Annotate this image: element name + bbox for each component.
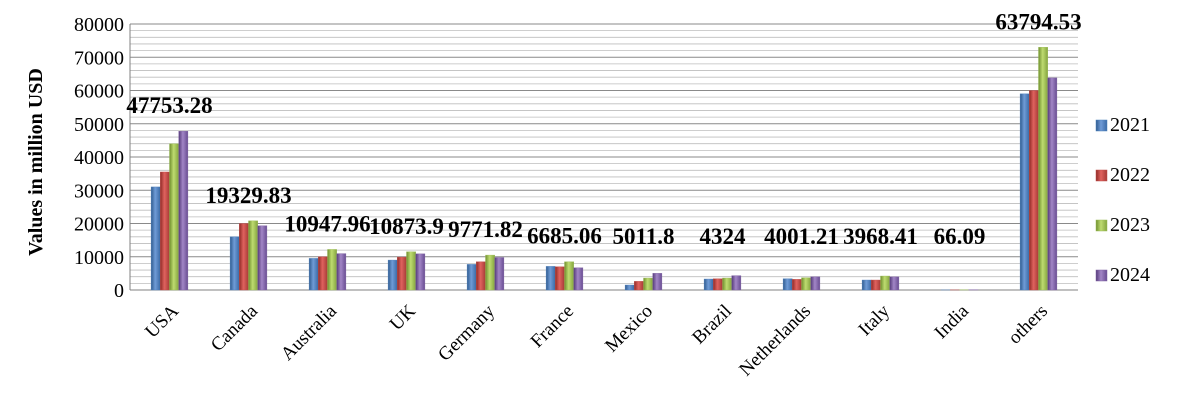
category-label-germany: Germany [434,300,499,365]
category-label-uk: UK [386,300,420,334]
y-axis-label: Values in million USD [25,68,47,256]
y-tick-label: 60000 [74,81,124,103]
bar-2023-netherlands [801,277,811,291]
bar-2024-australia [336,253,347,291]
bar-2021-usa [150,186,161,291]
y-tick-label: 30000 [74,180,124,202]
bar-2024-brazil [731,275,742,291]
data-label-mexico: 5011.8 [613,224,675,249]
bar-2024-netherlands [810,276,821,291]
category-label-india: India [931,300,974,343]
bar-2024-usa [178,131,189,291]
category-label-france: France [527,301,578,352]
bar-2023-uk [406,251,416,291]
bar-series [150,47,1058,291]
bar-2023-canada [248,220,258,291]
category-labels: USA Canada Australia UK Germany France Mexico B… [141,300,1052,380]
grid-lines [130,23,1078,291]
bar-2022-usa [160,171,170,291]
bar-2021-italy [861,279,872,291]
data-label-france: 6685.06 [527,224,602,249]
y-tick-label: 80000 [74,14,124,36]
legend-swatch-2023 [1095,219,1108,232]
legend-swatch-2022 [1095,169,1108,182]
legend-label-2024: 2024 [1110,264,1150,286]
data-label-canada: 19329.83 [205,183,291,208]
y-tick-label: 40000 [74,147,124,169]
legend-swatch-2021 [1095,119,1108,132]
data-label-netherlands: 4001.21 [764,224,839,249]
bar-2022-others [1029,90,1039,291]
data-label-usa: 47753.28 [126,93,212,118]
bar-2022-canada [239,223,249,291]
category-label-brazil: Brazil [688,301,736,349]
category-label-usa: USA [141,300,183,342]
bar-2022-brazil [713,278,723,291]
category-label-netherlands: Netherlands [735,301,815,381]
y-tick-label: 0 [114,280,124,302]
legend-label-2021: 2021 [1110,114,1150,136]
bar-2021-brazil [703,278,714,291]
category-label-italy: Italy [855,300,895,340]
data-label-italy: 3968.41 [843,224,918,249]
category-label-australia: Australia [277,300,341,364]
category-label-others: others [1004,301,1052,349]
bar-2021-germany [466,264,477,291]
data-label-brazil: 4324 [700,224,747,249]
category-label-canada: Canada [207,300,263,356]
bar-2024-uk [415,253,426,291]
bar-2021-australia [308,258,319,291]
data-label-germany: 9771.82 [448,217,523,242]
y-tick-label: 10000 [74,247,124,269]
bar-2024-canada [257,225,268,291]
bar-2021-others [1019,93,1030,291]
bar-2024-italy [889,276,900,291]
bar-2022-germany [476,261,486,291]
data-label-uk: 10873.9 [369,214,444,239]
bar-2023-germany [485,254,495,291]
bar-2023-italy [880,275,890,291]
bar-2023-usa [169,143,179,291]
y-tick-labels: 0 10000 20000 30000 40000 50000 60000 70000 8000… [74,14,124,302]
bar-2022-australia [318,256,328,291]
bar-2021-france [545,266,556,291]
bar-2023-mexico [643,277,653,291]
bar-2024-others [1047,77,1058,291]
data-label-others: 63794.53 [995,9,1081,34]
bar-2021-uk [387,259,398,291]
bar-2023-others [1038,47,1048,291]
bar-2022-france [555,266,565,291]
bar-2021-mexico [624,284,635,291]
data-label-australia: 10947.96 [284,211,370,236]
legend-swatch-2024 [1095,269,1108,282]
bar-2023-australia [327,249,337,291]
bar-2021-netherlands [782,278,793,291]
bar-2022-mexico [634,281,644,291]
legend: 2021 2022 2023 2024 [1095,114,1150,286]
y-tick-label: 70000 [74,47,124,69]
legend-label-2022: 2022 [1110,164,1150,186]
bar-2022-italy [871,279,881,291]
y-tick-label: 20000 [74,214,124,236]
y-tick-label: 50000 [74,114,124,136]
bar-2024-mexico [652,273,663,291]
category-label-mexico: Mexico [601,301,657,357]
axes [129,24,1078,291]
bar-2022-uk [397,256,407,291]
bar-2022-netherlands [792,279,802,291]
bar-2023-france [564,261,574,291]
bar-2021-canada [229,236,240,291]
legend-label-2023: 2023 [1110,214,1150,236]
bar-2024-france [573,267,584,291]
bar-2023-brazil [722,277,732,291]
data-label-india: 66.09 [934,224,986,249]
bar-2024-germany [494,257,505,291]
